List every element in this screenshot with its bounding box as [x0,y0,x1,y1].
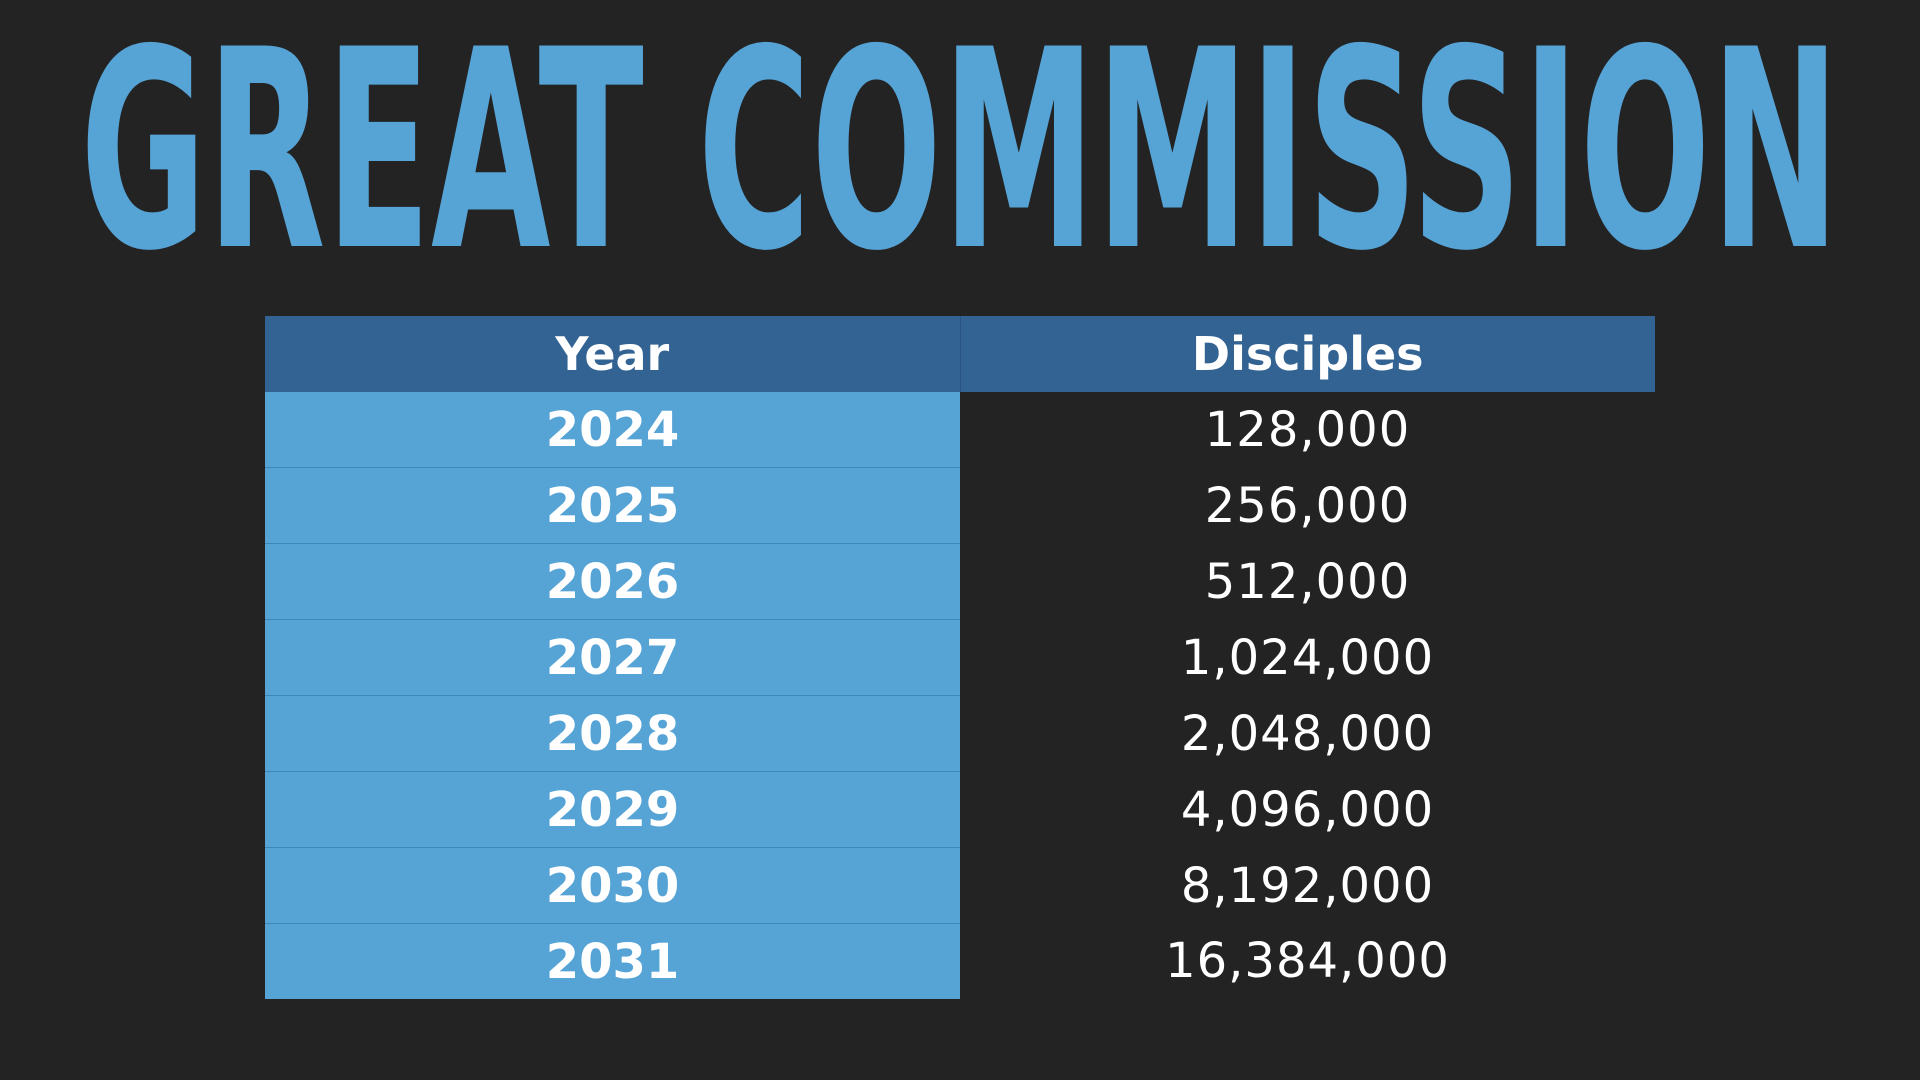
column-header-year: Year [265,316,961,392]
year-cell: 2029 [265,771,960,848]
year-cell: 2027 [265,619,960,696]
year-cell: 2028 [265,695,960,772]
disciples-cell: 2,048,000 [1180,705,1435,762]
table-row: 2026 512,000 [265,543,1655,620]
year-cell: 2031 [265,923,960,999]
disciples-cell: 512,000 [1204,553,1411,610]
title-area: GREAT COMMISSION [0,0,1920,280]
table-body: 2024 128,000 2025 256,000 2026 512,000 2027 1,0… [265,392,1655,999]
disciples-cell: 1,024,000 [1180,629,1435,686]
table-row: 2030 8,192,000 [265,847,1655,924]
disciples-cell: 8,192,000 [1180,857,1435,914]
disciples-cell: 128,000 [1204,401,1411,458]
year-cell: 2025 [265,467,960,544]
table-row: 2031 16,384,000 [265,923,1655,999]
table-row: 2029 4,096,000 [265,771,1655,848]
disciples-cell: 256,000 [1204,477,1411,534]
table-header-row: Year Disciples [265,316,1655,392]
year-cell: 2026 [265,543,960,620]
year-cell: 2030 [265,847,960,924]
table-row: 2024 128,000 [265,392,1655,468]
column-header-disciples: Disciples [960,316,1655,392]
year-cell: 2024 [265,392,960,468]
disciples-cell: 16,384,000 [1165,933,1450,990]
disciples-table: Year Disciples 2024 128,000 2025 256,000 202… [265,316,1655,999]
page-title: GREAT COMMISSION [80,0,1840,280]
title-svg: GREAT COMMISSION [80,0,1840,280]
table-row: 2027 1,024,000 [265,619,1655,696]
disciples-cell: 4,096,000 [1180,781,1435,838]
table-row: 2025 256,000 [265,467,1655,544]
table-row: 2028 2,048,000 [265,695,1655,772]
